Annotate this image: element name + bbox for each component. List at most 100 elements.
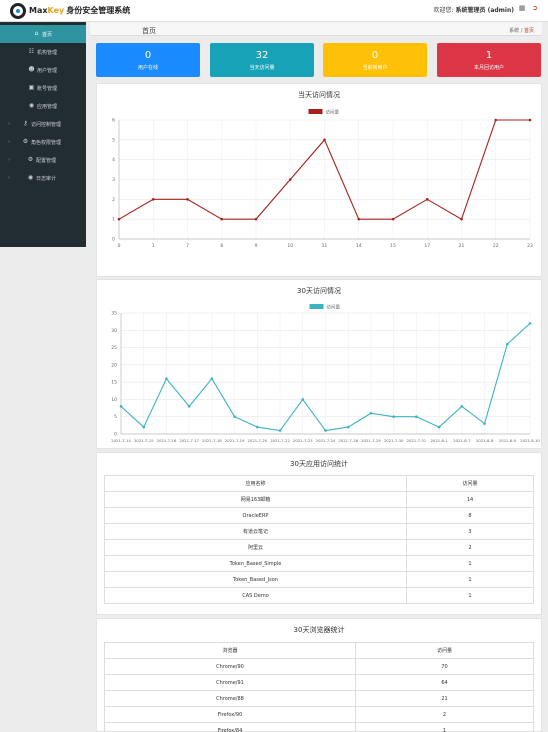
- sidebar-item-audit[interactable]: › ◉ 日志审计: [0, 169, 86, 187]
- chevron-right-icon: ›: [8, 139, 10, 145]
- data-point: [119, 405, 123, 408]
- cell-name: Firefox/84: [104, 722, 356, 732]
- x-tick-label: 10: [287, 243, 293, 249]
- panel-title: 当天访问情况: [298, 91, 340, 99]
- y-tick-label: 10: [111, 397, 117, 403]
- panel-title: 30天应用访问统计: [290, 460, 348, 468]
- y-tick-label: 1: [112, 217, 115, 223]
- stat-label: 用户在线: [137, 65, 158, 71]
- logout-icon[interactable]: ➲: [532, 4, 538, 12]
- stat-card-daily-visits[interactable]: 32 当天访问量: [210, 43, 314, 77]
- sidebar: ⌂ 首页 ☷ 机构管理 ☻ 用户管理 ▣ 账号管理 ◉ 应用管理 › ⚷ 访问控…: [0, 22, 86, 247]
- breadcrumb-root[interactable]: 系统: [509, 28, 520, 34]
- data-point: [210, 377, 214, 380]
- data-point: [357, 217, 361, 221]
- table-row: Firefox/84 1: [104, 722, 534, 732]
- grid-icon[interactable]: ▦: [518, 4, 526, 12]
- y-tick-label: 0: [112, 237, 115, 243]
- sidebar-item-config[interactable]: › ⚙ 配置管理: [0, 151, 86, 169]
- stat-card-online-users[interactable]: 0 用户在线: [96, 43, 200, 77]
- sidebar-item-label: 访问控制管理: [31, 122, 62, 128]
- x-tick-label: 2021-7-30: [384, 438, 404, 443]
- y-tick-label: 2: [112, 197, 115, 203]
- data-point: [323, 138, 326, 142]
- legend-label: 访问量: [327, 304, 341, 311]
- data-point: [415, 415, 418, 419]
- monthly-visits-panel: 30天访问情况 0 5 10 15 20 25 30 35 2021-7-14 2021-7-15…: [96, 279, 542, 449]
- data-point: [186, 198, 189, 201]
- x-tick-label: 15: [390, 243, 396, 249]
- data-point: [254, 217, 258, 221]
- x-tick-label: 2021-8-7: [453, 438, 471, 443]
- sidebar-item-users[interactable]: ☻ 用户管理: [0, 61, 86, 79]
- data-point: [425, 198, 429, 201]
- y-tick-label: 5: [112, 137, 115, 143]
- cell-name: Chrome/90: [104, 658, 356, 675]
- chevron-right-icon: ›: [8, 121, 10, 127]
- sidebar-item-label: 机构管理: [37, 50, 58, 56]
- gear-icon: ⚙: [27, 156, 34, 163]
- sidebar-item-org[interactable]: ☷ 机构管理: [0, 43, 86, 61]
- data-point: [220, 217, 224, 221]
- x-tick-label: 2021-7-18: [202, 438, 222, 443]
- table-header: 应用名称: [104, 475, 407, 492]
- data-point: [528, 118, 532, 122]
- data-point: [187, 405, 191, 408]
- id-card-icon: ▣: [28, 84, 35, 91]
- table-header: 访问量: [355, 642, 534, 659]
- cell-count: 1: [355, 722, 534, 732]
- sidebar-item-label: 用户管理: [37, 68, 58, 74]
- legend-swatch: [308, 109, 323, 114]
- x-tick-label: 17: [424, 243, 430, 249]
- y-tick-label: 3: [112, 177, 115, 183]
- table-row: 网易163邮箱 14: [104, 491, 534, 508]
- stat-value: 0: [144, 50, 152, 61]
- sidebar-item-access-control[interactable]: › ⚷ 访问控制管理: [0, 115, 86, 133]
- sidebar-item-label: 角色权限管理: [31, 140, 62, 146]
- gears-icon: ⚙: [22, 138, 29, 145]
- sidebar-item-home[interactable]: ⌂ 首页: [0, 25, 86, 43]
- breadcrumb-current: 首页: [523, 28, 534, 34]
- table-row: Token_Based_Simple 1: [104, 555, 534, 572]
- x-tick-label: 2021-8-10: [520, 438, 540, 443]
- stat-value: 32: [255, 50, 269, 61]
- page-title: 首页: [142, 27, 156, 35]
- data-point: [505, 342, 509, 346]
- stat-label: 当前新用户: [362, 65, 388, 71]
- x-tick-label: 2021-8-8: [476, 438, 494, 443]
- x-tick-label: 8: [220, 243, 223, 249]
- current-user[interactable]: 系统管理员 (admin): [455, 7, 515, 14]
- cell-name: Chrome/91: [104, 674, 356, 691]
- table-row: Chrome/88 21: [104, 690, 534, 707]
- panel-title: 30天浏览器统计: [293, 626, 345, 634]
- cell-name: OracleERP: [104, 507, 407, 524]
- globe-icon: ◉: [28, 102, 35, 109]
- x-tick-label: 2021-7-14: [111, 438, 131, 443]
- cell-count: 1: [406, 587, 534, 604]
- sidebar-item-apps[interactable]: ◉ 应用管理: [0, 97, 86, 115]
- x-tick-label: 2021-7-20: [248, 438, 268, 443]
- logo-icon: [10, 3, 26, 19]
- sidebar-item-label: 配置管理: [36, 158, 57, 164]
- page-header: 首页 系统 / 首页: [90, 22, 542, 36]
- stat-label: 当天访问量: [249, 65, 275, 71]
- table-row: Firefox/90 2: [104, 706, 534, 723]
- cell-count: 1: [406, 571, 534, 588]
- data-point: [256, 425, 259, 429]
- x-tick-label: 23: [527, 243, 533, 249]
- sidebar-item-roles[interactable]: › ⚙ 角色权限管理: [0, 133, 86, 151]
- data-point: [288, 178, 292, 181]
- data-point: [460, 217, 463, 221]
- x-tick-label: 22: [493, 243, 499, 249]
- cell-name: CAS Demo: [104, 587, 407, 604]
- cell-name: 网易163邮箱: [104, 491, 407, 508]
- stat-card-new-users[interactable]: 0 当前新用户: [323, 43, 427, 77]
- sidebar-item-label: 日志审计: [36, 176, 57, 182]
- legend-label: 访问量: [326, 109, 340, 116]
- cell-count: 3: [406, 523, 534, 540]
- cell-name: Token_Based_Simple: [104, 555, 407, 572]
- sidebar-item-accounts[interactable]: ▣ 账号管理: [0, 79, 86, 97]
- stat-card-returning-users[interactable]: 1 本月回访用户: [437, 43, 541, 77]
